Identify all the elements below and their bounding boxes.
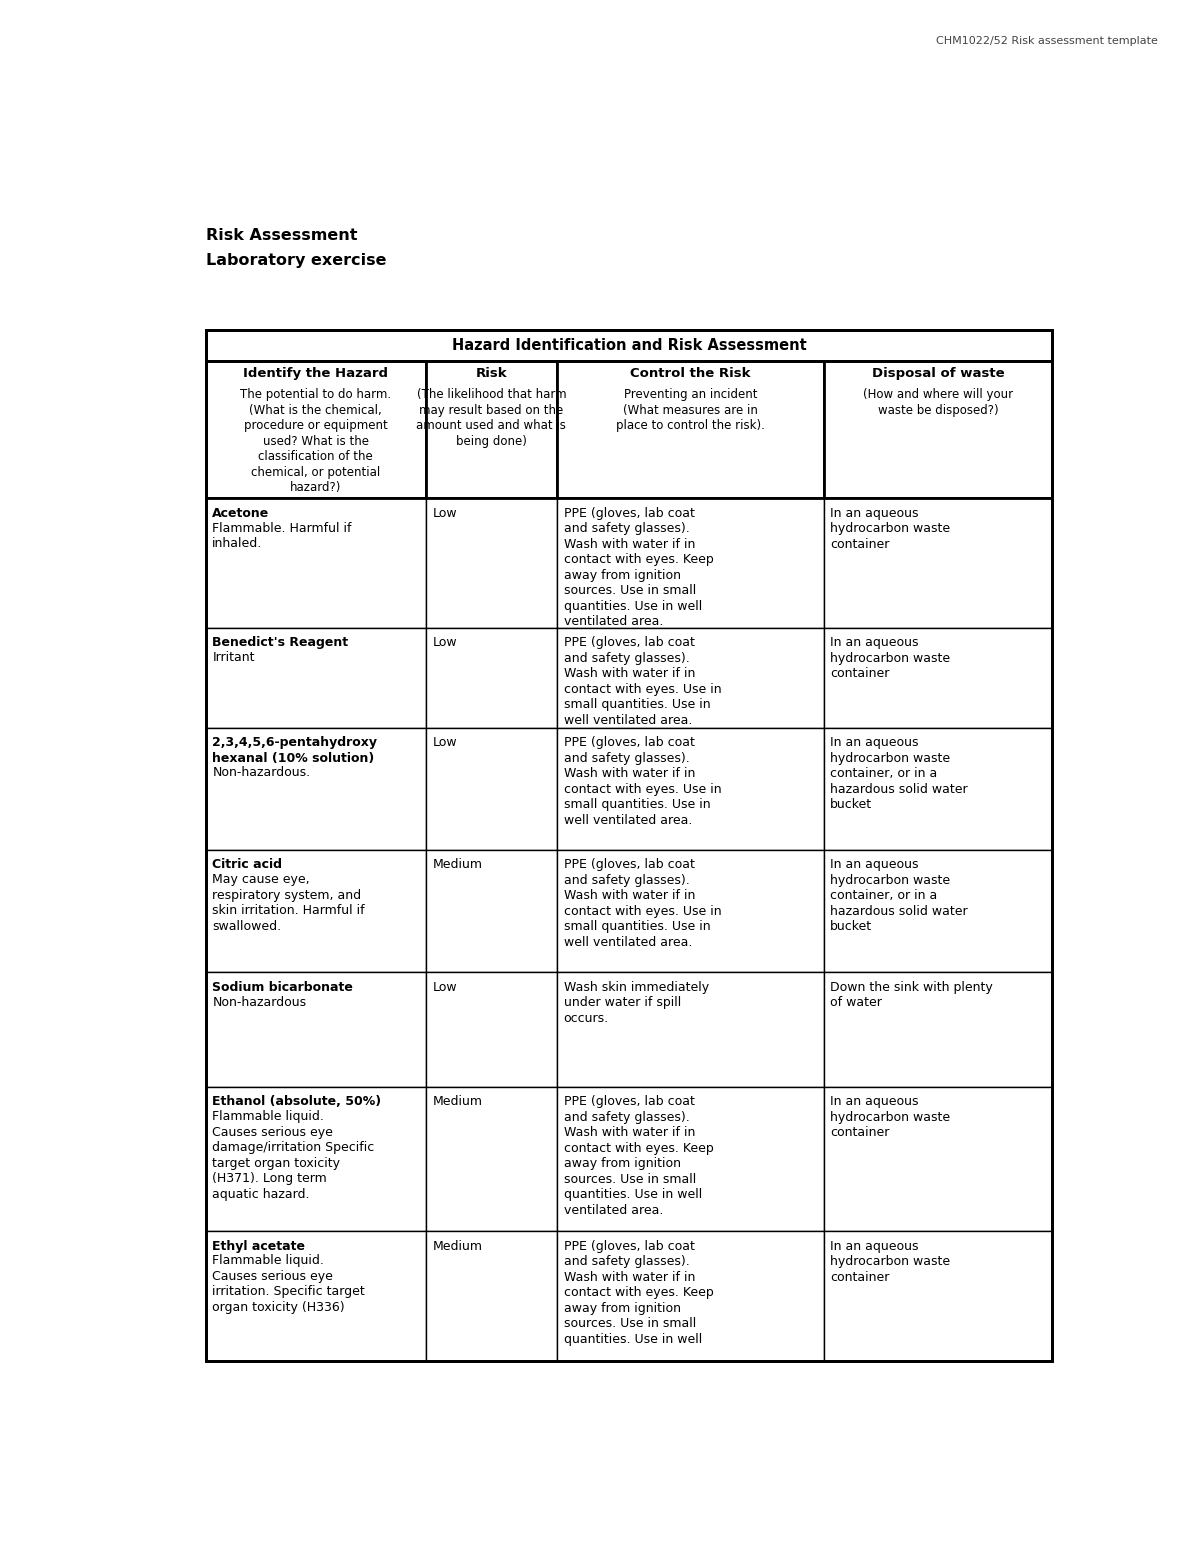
Bar	[823, 849, 1052, 972]
Bar	[206, 329, 1052, 360]
Bar	[557, 360, 823, 499]
Bar	[206, 1087, 426, 1232]
Bar	[206, 499, 426, 627]
Bar	[557, 1087, 823, 1232]
Bar	[426, 1087, 557, 1232]
Bar	[557, 627, 823, 728]
Text: Irritant: Irritant	[212, 651, 254, 665]
Text: Medium: Medium	[432, 859, 482, 871]
Text: PPE (gloves, lab coat
and safety glasses).
Wash with water if in
contact with ey: PPE (gloves, lab coat and safety glasses…	[564, 506, 713, 629]
Text: Down the sink with plenty
of water: Down the sink with plenty of water	[830, 980, 992, 1009]
Text: Non-hazardous.: Non-hazardous.	[212, 766, 311, 780]
Bar	[206, 627, 426, 728]
Text: Acetone: Acetone	[212, 506, 270, 520]
Text: Flammable liquid.
Causes serious eye
damage/irritation Specific
target organ tox: Flammable liquid. Causes serious eye dam…	[212, 1110, 374, 1200]
Text: CHM1022/52 Risk assessment template: CHM1022/52 Risk assessment template	[936, 36, 1158, 45]
Text: In an aqueous
hydrocarbon waste
container: In an aqueous hydrocarbon waste containe…	[830, 1095, 950, 1140]
Text: Ethanol (absolute, 50%): Ethanol (absolute, 50%)	[212, 1095, 382, 1109]
Bar	[426, 972, 557, 1087]
Bar	[557, 1232, 823, 1360]
Text: Benedict's Reagent: Benedict's Reagent	[212, 637, 348, 649]
Text: (The likelihood that harm
may result based on the
amount used and what is
being : (The likelihood that harm may result bas…	[416, 388, 566, 447]
Text: Preventing an incident
(What measures are in
place to control the risk).: Preventing an incident (What measures ar…	[616, 388, 764, 432]
Bar	[823, 627, 1052, 728]
Text: Disposal of waste: Disposal of waste	[871, 367, 1004, 380]
Bar	[557, 728, 823, 849]
Text: In an aqueous
hydrocarbon waste
container: In an aqueous hydrocarbon waste containe…	[830, 506, 950, 551]
Bar	[426, 728, 557, 849]
Text: Low: Low	[432, 637, 457, 649]
Text: Flammable. Harmful if
inhaled.: Flammable. Harmful if inhaled.	[212, 522, 352, 550]
Bar	[206, 360, 426, 499]
Text: Non-hazardous: Non-hazardous	[212, 995, 306, 1008]
Text: Low: Low	[432, 736, 457, 750]
Bar	[823, 1087, 1052, 1232]
Bar	[426, 627, 557, 728]
Bar	[206, 972, 426, 1087]
Text: PPE (gloves, lab coat
and safety glasses).
Wash with water if in
contact with ey: PPE (gloves, lab coat and safety glasses…	[564, 859, 721, 949]
Bar	[823, 728, 1052, 849]
Bar	[823, 499, 1052, 627]
Text: In an aqueous
hydrocarbon waste
container: In an aqueous hydrocarbon waste containe…	[830, 1239, 950, 1283]
Text: Medium: Medium	[432, 1239, 482, 1253]
Bar	[426, 360, 557, 499]
Text: Hazard Identification and Risk Assessment: Hazard Identification and Risk Assessmen…	[451, 339, 806, 353]
Text: Risk Assessment: Risk Assessment	[206, 228, 358, 244]
Text: Citric acid: Citric acid	[212, 859, 282, 871]
Bar	[206, 329, 1052, 1360]
Text: In an aqueous
hydrocarbon waste
container, or in a
hazardous solid water
bucket: In an aqueous hydrocarbon waste containe…	[830, 736, 967, 811]
Text: Ethyl acetate: Ethyl acetate	[212, 1239, 305, 1253]
Bar	[426, 499, 557, 627]
Text: (How and where will your
waste be disposed?): (How and where will your waste be dispos…	[863, 388, 1013, 416]
Bar	[206, 329, 1052, 1360]
Text: Identify the Hazard: Identify the Hazard	[244, 367, 389, 380]
Text: The potential to do harm.
(What is the chemical,
procedure or equipment
used? Wh: The potential to do harm. (What is the c…	[240, 388, 391, 494]
Text: Medium: Medium	[432, 1095, 482, 1109]
Bar	[557, 849, 823, 972]
Bar	[823, 1232, 1052, 1360]
Text: PPE (gloves, lab coat
and safety glasses).
Wash with water if in
contact with ey: PPE (gloves, lab coat and safety glasses…	[564, 637, 721, 727]
Text: Risk: Risk	[475, 367, 508, 380]
Text: In an aqueous
hydrocarbon waste
container: In an aqueous hydrocarbon waste containe…	[830, 637, 950, 680]
Bar	[557, 499, 823, 627]
Text: In an aqueous
hydrocarbon waste
container, or in a
hazardous solid water
bucket: In an aqueous hydrocarbon waste containe…	[830, 859, 967, 933]
Text: Flammable liquid.
Causes serious eye
irritation. Specific target
organ toxicity : Flammable liquid. Causes serious eye irr…	[212, 1255, 365, 1314]
Bar	[206, 1232, 426, 1360]
Text: PPE (gloves, lab coat
and safety glasses).
Wash with water if in
contact with ey: PPE (gloves, lab coat and safety glasses…	[564, 736, 721, 826]
Bar	[206, 849, 426, 972]
Bar	[823, 360, 1052, 499]
Text: May cause eye,
respiratory system, and
skin irritation. Harmful if
swallowed.: May cause eye, respiratory system, and s…	[212, 873, 365, 933]
Text: Low: Low	[432, 506, 457, 520]
Text: Wash skin immediately
under water if spill
occurs.: Wash skin immediately under water if spi…	[564, 980, 709, 1025]
Bar	[557, 972, 823, 1087]
Text: Control the Risk: Control the Risk	[630, 367, 750, 380]
Text: Sodium bicarbonate: Sodium bicarbonate	[212, 980, 353, 994]
Bar	[206, 728, 426, 849]
Bar	[426, 849, 557, 972]
Bar	[823, 972, 1052, 1087]
Text: Laboratory exercise: Laboratory exercise	[206, 253, 386, 269]
Text: 2,3,4,5,6-pentahydroxy
hexanal (10% solution): 2,3,4,5,6-pentahydroxy hexanal (10% solu…	[212, 736, 377, 766]
Text: PPE (gloves, lab coat
and safety glasses).
Wash with water if in
contact with ey: PPE (gloves, lab coat and safety glasses…	[564, 1239, 713, 1345]
Bar	[426, 1232, 557, 1360]
Text: PPE (gloves, lab coat
and safety glasses).
Wash with water if in
contact with ey: PPE (gloves, lab coat and safety glasses…	[564, 1095, 713, 1218]
Text: Low: Low	[432, 980, 457, 994]
